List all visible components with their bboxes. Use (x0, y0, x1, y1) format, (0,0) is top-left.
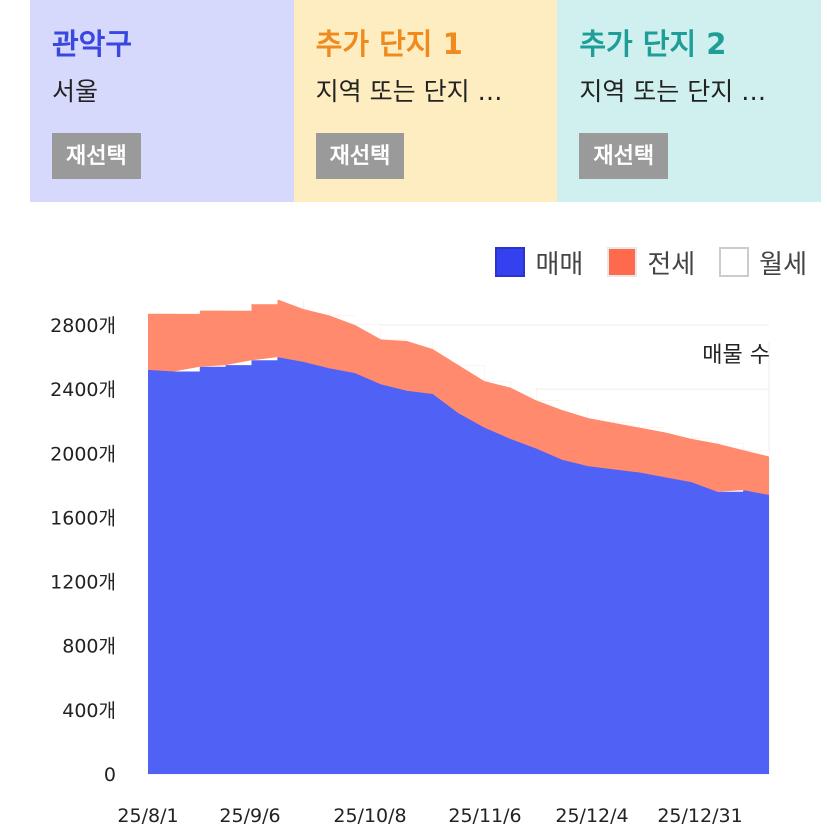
region-card-subtitle: 서울 (52, 77, 99, 106)
y-tick-label: 2000개 (50, 443, 116, 465)
legend-swatch (607, 247, 638, 277)
legend-label: 전세 (647, 249, 696, 280)
region-card-subtitle: 지역 또는 단지 … (579, 77, 767, 106)
y-tick-label: 2800개 (50, 315, 116, 337)
reselect-button[interactable]: 재선택 (579, 133, 669, 179)
x-tick-label: 25/12/4 (555, 805, 628, 827)
series-area-2 (148, 300, 769, 457)
region-card-primary[interactable]: 관악구 서울 재선택 (30, 0, 294, 202)
reselect-button[interactable]: 재선택 (315, 133, 405, 179)
legend-item-monthly-rent[interactable]: 월세 (719, 244, 807, 281)
series-area-1 (148, 300, 769, 495)
region-card-additional-2[interactable]: 추가 단지 2 지역 또는 단지 … 재선택 (557, 0, 822, 202)
y-tick-label: 2400개 (50, 379, 116, 401)
x-tick-label: 25/11/6 (448, 805, 521, 827)
y-tick-label: 400개 (62, 700, 116, 722)
y-tick-label: 1200개 (50, 572, 116, 594)
region-card-subtitle: 지역 또는 단지 … (315, 77, 503, 106)
region-card-title: 추가 단지 2 (579, 27, 727, 61)
legend-item-sale[interactable]: 매매 (495, 244, 583, 281)
y-tick-label: 1600개 (50, 507, 116, 529)
region-card-title: 관악구 (52, 27, 133, 61)
reselect-button[interactable]: 재선택 (52, 133, 141, 179)
legend-swatch (495, 247, 526, 277)
region-selector-cards: 관악구 서울 재선택 추가 단지 1 지역 또는 단지 … 재선택 추가 단지 … (30, 0, 822, 202)
chart-title: 매물 수 (702, 343, 770, 368)
x-tick-label: 25/8/1 (117, 805, 178, 827)
y-tick-label: 0 (104, 764, 116, 786)
region-card-additional-1[interactable]: 추가 단지 1 지역 또는 단지 … 재선택 (293, 0, 558, 202)
x-tick-label: 25/10/8 (333, 805, 406, 827)
series-area-0 (148, 357, 769, 774)
x-tick-label: 25/9/6 (219, 805, 280, 827)
region-card-title: 추가 단지 1 (315, 27, 463, 61)
legend-swatch (719, 247, 750, 277)
legend-label: 월세 (759, 249, 807, 280)
x-tick-label: 25/12/31 (657, 805, 742, 827)
y-tick-label: 800개 (62, 636, 116, 658)
legend-item-jeonse[interactable]: 전세 (607, 244, 695, 281)
legend-label: 매매 (535, 249, 584, 280)
chart-legend: 매매 전세 월세 (471, 242, 807, 282)
